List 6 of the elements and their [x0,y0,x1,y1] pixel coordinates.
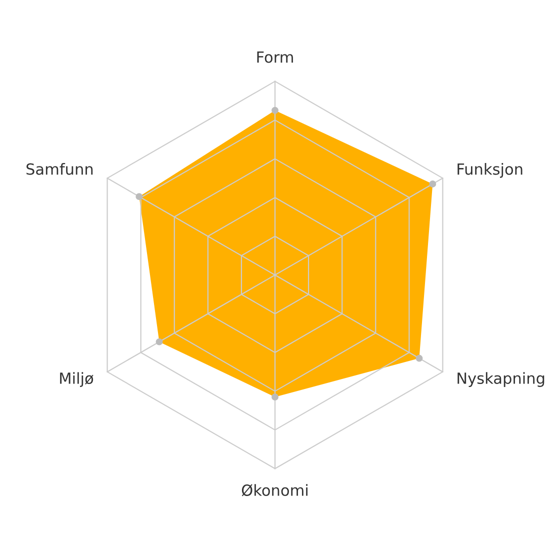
spoke-label: Økonomi [242,484,308,496]
spoke-label: Miljø [60,372,94,387]
spoke-label: Samfunn [26,163,93,175]
spoke-label: Nyskapning [458,372,544,387]
spoke-label: Form [257,52,293,63]
spoke-label: Funksjon [458,163,522,178]
